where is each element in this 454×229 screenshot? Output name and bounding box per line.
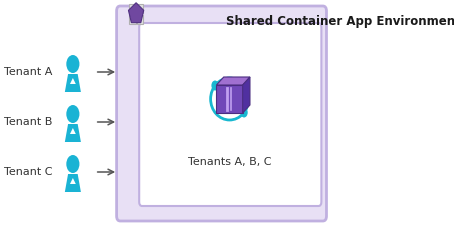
Bar: [137, 5, 143, 14]
Polygon shape: [65, 174, 81, 192]
Polygon shape: [70, 128, 76, 134]
Circle shape: [66, 56, 79, 74]
Circle shape: [212, 81, 219, 91]
Text: Tenant C: Tenant C: [4, 166, 52, 176]
Circle shape: [241, 108, 248, 118]
Text: Shared Container App Environment: Shared Container App Environment: [226, 14, 454, 27]
Polygon shape: [70, 178, 76, 184]
Text: Tenants A, B, C: Tenants A, B, C: [188, 156, 271, 166]
Polygon shape: [70, 79, 76, 85]
FancyBboxPatch shape: [139, 24, 321, 206]
Polygon shape: [217, 86, 243, 114]
Polygon shape: [243, 78, 250, 114]
Bar: [129, 15, 136, 25]
Bar: [137, 15, 143, 25]
Polygon shape: [217, 78, 250, 86]
Polygon shape: [65, 75, 81, 93]
Polygon shape: [65, 124, 81, 142]
Bar: [129, 5, 136, 14]
Text: Tenant B: Tenant B: [4, 117, 52, 126]
Text: Tenant A: Tenant A: [4, 67, 52, 77]
Circle shape: [66, 155, 79, 173]
FancyBboxPatch shape: [117, 7, 326, 221]
Circle shape: [66, 106, 79, 123]
